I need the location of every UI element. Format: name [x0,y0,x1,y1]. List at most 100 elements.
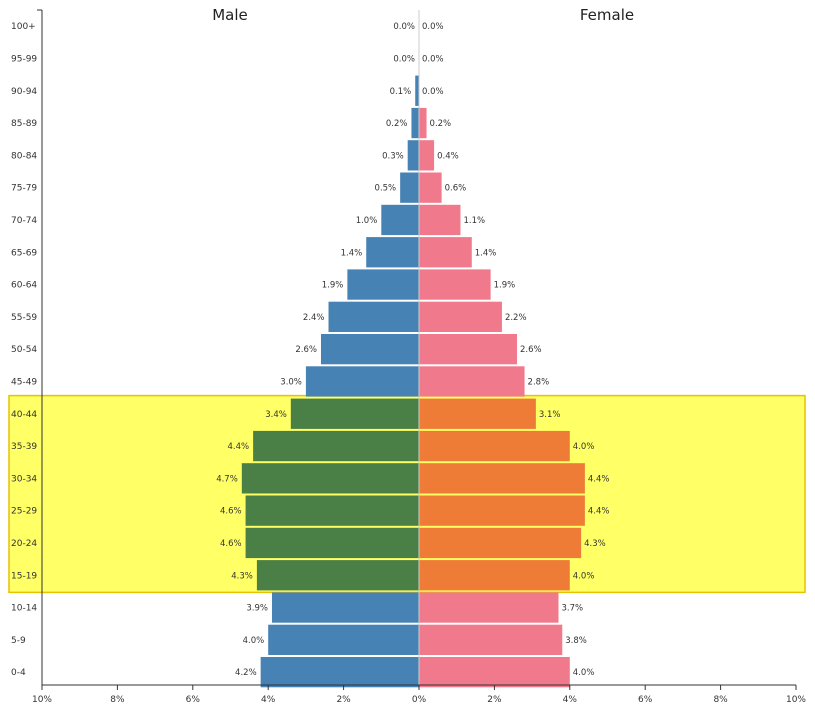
male-value-label: 1.9% [322,281,344,291]
female-value-label: 4.0% [573,571,595,581]
x-tick-label: 2% [487,695,502,705]
male-value-label: 3.4% [265,410,287,420]
female-value-label: 0.0% [422,54,444,64]
male-bar [366,237,419,268]
female-value-label: 0.2% [430,119,452,129]
female-bar [419,527,582,559]
female-value-label: 3.1% [539,410,561,420]
x-tick-label: 6% [186,695,201,705]
x-tick-label: 0% [412,695,427,705]
male-value-label: 0.3% [382,151,404,161]
axes-layer [37,9,797,690]
bars-layer [241,75,585,688]
male-value-label: 0.5% [375,184,397,194]
age-group-label: 65-69 [11,248,37,258]
labels-layer: 0.0% 0.0% 100+ 0.0% 0.0% 95-99 0.1% 0.0% 90-94 0.… [11,22,806,705]
male-value-label: 3.0% [280,377,302,387]
male-value-label: 1.4% [341,248,363,258]
x-tick-label: 2% [336,695,351,705]
female-bar [419,172,442,203]
male-bar [253,430,419,462]
female-bar [419,398,536,429]
age-group-label: 20-24 [11,539,37,549]
x-tick-label: 8% [110,695,125,705]
age-group-label: 100+ [11,22,36,32]
female-value-label: 2.6% [520,345,542,355]
age-group-label: 90-94 [11,87,37,97]
male-bar [347,269,419,300]
age-group-label: 80-84 [11,151,37,161]
female-bar [419,140,435,171]
age-group-label: 40-44 [11,410,37,420]
male-bar [407,140,419,171]
x-tick-label: 6% [638,695,653,705]
male-value-label: 4.2% [235,668,257,678]
male-bar [268,624,419,655]
female-value-label: 4.0% [573,442,595,452]
age-group-label: 70-74 [11,216,37,226]
female-value-label: 1.9% [494,281,516,291]
x-tick-label: 4% [261,695,276,705]
male-bar [400,172,419,203]
age-group-label: 5-9 [11,636,26,646]
female-value-label: 1.4% [475,248,497,258]
male-bar [305,366,419,397]
female-value-label: 0.4% [437,151,459,161]
x-tick-label: 10% [786,695,806,705]
female-bar [419,430,570,462]
female-bar [419,301,502,332]
female-bar [419,657,570,688]
female-value-label: 3.7% [561,604,583,614]
male-bar [271,592,419,623]
male-value-label: 4.6% [220,539,242,549]
female-value-label: 4.0% [573,668,595,678]
male-value-label: 2.4% [303,313,325,323]
age-group-label: 50-54 [11,345,37,355]
female-bar [419,560,570,591]
male-bar [245,527,419,559]
male-bar [241,463,419,494]
male-title: Male [212,6,248,24]
female-bar [419,204,461,236]
female-value-label: 0.0% [422,22,444,32]
male-value-label: 0.0% [393,54,415,64]
male-bar [381,204,419,236]
age-group-label: 25-29 [11,507,37,517]
age-group-label: 35-39 [11,442,37,452]
female-bar [419,366,525,397]
age-group-label: 45-49 [11,377,37,387]
age-group-label: 95-99 [11,54,37,64]
age-group-label: 85-89 [11,119,37,129]
male-value-label: 4.0% [243,636,265,646]
female-bar [419,237,472,268]
female-bar [419,495,585,526]
male-bar [260,657,419,688]
male-bar [328,301,419,332]
female-value-label: 4.4% [588,474,610,484]
male-bar [320,334,419,365]
age-group-label: 15-19 [11,571,37,581]
male-bar [290,398,419,429]
male-value-label: 3.9% [246,604,268,614]
x-tick-label: 8% [713,695,728,705]
age-group-label: 55-59 [11,313,37,323]
female-bar [419,624,563,655]
female-bar [419,334,518,365]
male-value-label: 1.0% [356,216,378,226]
male-value-label: 0.0% [393,22,415,32]
female-value-label: 4.3% [584,539,606,549]
male-bar [245,495,419,526]
male-value-label: 2.6% [295,345,317,355]
male-value-label: 4.4% [228,442,250,452]
female-value-label: 1.1% [463,216,485,226]
male-value-label: 4.6% [220,507,242,517]
age-group-label: 30-34 [11,474,37,484]
female-bar [419,592,559,623]
female-value-label: 0.0% [422,87,444,97]
male-value-label: 4.7% [216,474,238,484]
age-group-label: 60-64 [11,281,37,291]
male-bar [256,560,419,591]
male-bar [415,75,419,106]
female-value-label: 2.2% [505,313,527,323]
male-value-label: 0.1% [390,87,412,97]
